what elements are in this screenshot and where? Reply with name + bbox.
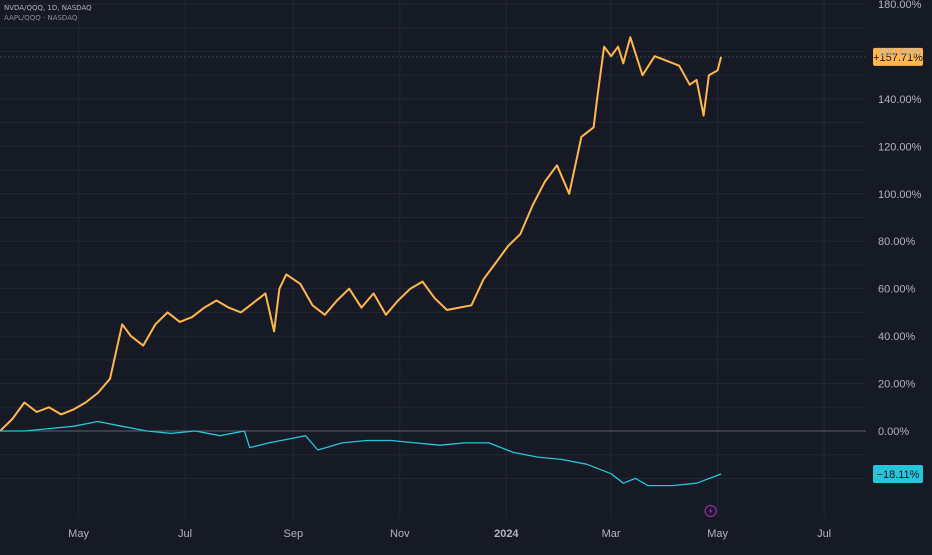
- x-tick-label: Sep: [284, 528, 304, 540]
- y-tick-label: 100.00%: [878, 189, 922, 201]
- x-tick-label: Mar: [602, 528, 621, 540]
- x-tick-label: Jul: [178, 528, 192, 540]
- x-tick-label: May: [68, 528, 89, 540]
- series-line-aapl[interactable]: [0, 420, 722, 487]
- y-axis: 180.00% 160.00% 140.00% 120.00% 100.00% 80.00…: [878, 0, 922, 438]
- x-tick-label: 2024: [494, 528, 519, 540]
- last-value-label-nvda: +157.71%: [873, 47, 923, 66]
- y-tick-label: 20.00%: [878, 379, 916, 391]
- chart-header-compare: AAPL/QQQ · NASDAQ: [4, 14, 78, 22]
- y-tick-label: 120.00%: [878, 141, 922, 153]
- y-tick-label: 60.00%: [878, 284, 916, 296]
- x-tick-label: May: [707, 528, 728, 540]
- zero-line-layer: [0, 56, 866, 432]
- x-axis: May Jul Sep Nov 2024 Mar May Jul: [68, 528, 831, 540]
- event-marker-layer: [704, 504, 717, 518]
- y-tick-label: 140.00%: [878, 94, 922, 106]
- last-value-label-aapl: −18.11%: [873, 464, 923, 483]
- y-tick-label: 0.00%: [878, 426, 909, 438]
- grid-layer: [0, 0, 866, 518]
- y-tick-label: 40.00%: [878, 331, 916, 343]
- x-tick-label: Nov: [390, 528, 410, 540]
- last-value-text: −18.11%: [877, 469, 920, 481]
- last-value-label-layer: +157.71% −18.11%: [873, 47, 923, 483]
- series-line-nvda[interactable]: [0, 36, 723, 432]
- y-tick-label: 160.00%: [878, 46, 922, 58]
- x-tick-label: Jul: [817, 528, 831, 540]
- series-layer: [0, 36, 723, 487]
- y-tick-label: 180.00%: [878, 0, 922, 11]
- chart-header-symbol: NVDA/QQQ, 1D, NASDAQ: [4, 4, 92, 12]
- lightning-bolt-icon[interactable]: [704, 504, 717, 518]
- y-tick-label: 80.00%: [878, 236, 916, 248]
- last-value-text: +157.71%: [873, 52, 923, 64]
- last-value-badge: [873, 47, 923, 66]
- last-value-badge: [873, 464, 923, 483]
